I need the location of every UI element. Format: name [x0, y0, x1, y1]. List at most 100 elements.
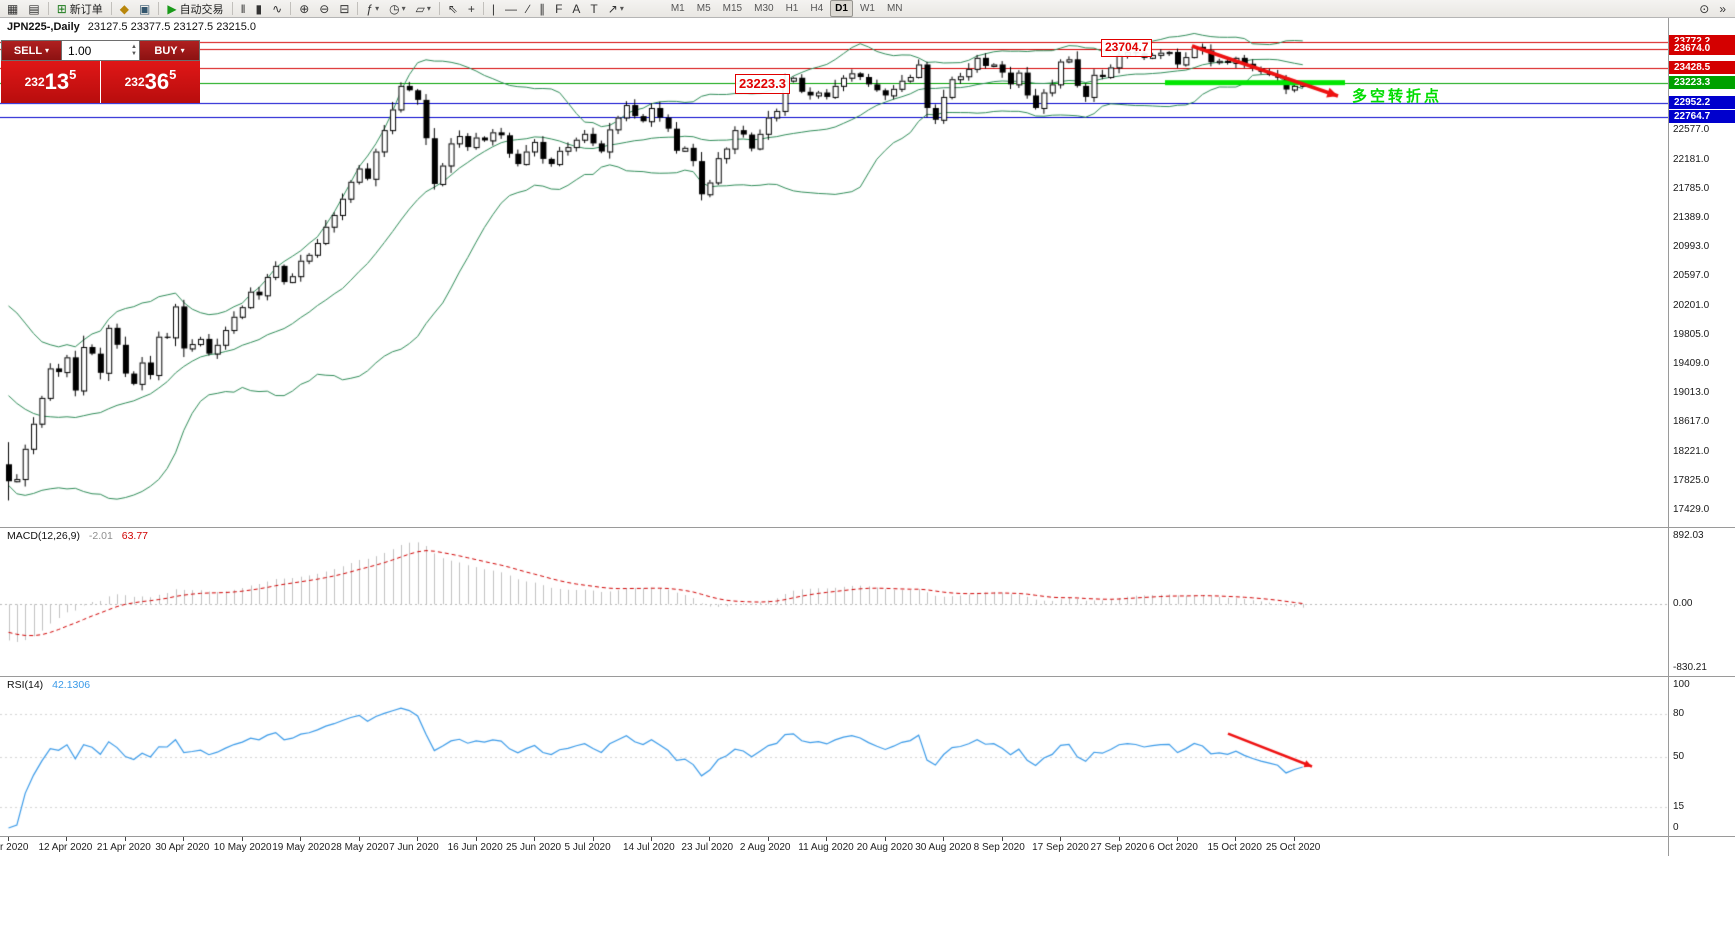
new-order-button[interactable]: ⊞ 新订单 [53, 0, 107, 18]
timeframe-button-d1[interactable]: D1 [830, 0, 853, 17]
main-chart-canvas[interactable] [0, 18, 1668, 527]
cursor-button[interactable]: ⇖ [444, 0, 462, 18]
ohlc-values: 23127.5 23377.5 23127.5 23215.0 [87, 21, 256, 33]
date-tick [1293, 837, 1295, 841]
sell-price-button[interactable]: 232 13 5 [1, 61, 100, 103]
price-axis-label: 21389.0 [1673, 211, 1710, 223]
date-label: 19 May 2020 [272, 842, 331, 853]
volume-input[interactable] [62, 41, 122, 60]
sell-button-label: SELL [13, 44, 43, 57]
cursor-icon: ⇖ [447, 1, 458, 16]
price-axis-label: 19409.0 [1673, 358, 1710, 370]
timeframe-button-h4[interactable]: H4 [810, 3, 824, 14]
indicators-icon: ƒ [366, 1, 374, 16]
sell-price-big-digits: 13 [44, 69, 70, 94]
main-macd-separator[interactable] [0, 527, 1735, 528]
vertical-line-button[interactable]: | [488, 0, 499, 18]
peak-price-annotation: 23704.7 [1101, 39, 1153, 58]
new-order-icon: ⊞ [56, 1, 67, 16]
timeframe-button-m5[interactable]: M5 [696, 3, 711, 14]
new-chart-icon: ▦ [7, 1, 19, 16]
line-chart-icon: ∿ [272, 1, 283, 16]
date-label: 20 Aug 2020 [856, 842, 913, 853]
auto-trading-icon: ▶ [167, 1, 177, 16]
chart-search-button[interactable]: ⊙ [1695, 0, 1713, 18]
price-line-tag: 22764.7 [1669, 109, 1735, 123]
date-label: 28 May 2020 [330, 842, 389, 853]
timeframe-button-m1[interactable]: M1 [670, 3, 685, 14]
dropdown-icon: ▾ [375, 4, 380, 13]
macd-panel-canvas[interactable] [0, 528, 1668, 676]
toolbar-overflow-icon: » [1719, 1, 1726, 16]
timeframe-button-h1[interactable]: H1 [785, 3, 799, 14]
macd-rsi-separator[interactable] [0, 676, 1735, 677]
date-label: 8 Sep 2020 [973, 842, 1025, 853]
bar-chart-icon: ‖ [240, 1, 246, 16]
profiles-button[interactable]: ▤ [24, 0, 43, 18]
text-button[interactable]: A [568, 0, 584, 18]
turning-point-note: 多空转折点 [1352, 87, 1443, 105]
macd-axis-label: 892.03 [1673, 529, 1704, 541]
timeframe-button-m15[interactable]: M15 [722, 3, 743, 14]
date-tick [826, 837, 828, 841]
tile-windows-button[interactable]: ⊟ [335, 0, 353, 18]
volume-decrease-button[interactable]: ▼ [131, 50, 137, 57]
fibonacci-icon: F [555, 1, 563, 16]
sell-button[interactable]: SELL ▾ [2, 41, 61, 60]
zoom-in-button[interactable]: ⊕ [295, 0, 313, 18]
date-tick [1118, 837, 1120, 841]
macd-axis-label: -830.21 [1673, 662, 1707, 674]
sell-dropdown-icon[interactable]: ▾ [45, 46, 50, 55]
timeframe-button-m30[interactable]: M30 [754, 3, 774, 14]
toolbar-separator [357, 2, 359, 15]
date-tick [534, 837, 536, 841]
horizontal-line-button[interactable]: — [501, 0, 521, 18]
fibonacci-button[interactable]: F [551, 0, 566, 18]
toolbar-separator [231, 2, 233, 15]
price-axis-label: 20993.0 [1673, 241, 1710, 253]
date-label: 2 Apr 2020 [0, 842, 29, 853]
label-button[interactable]: T [586, 0, 601, 18]
rsi-axis-label: 50 [1673, 750, 1685, 762]
indicators-button[interactable]: ƒ ▾ [362, 0, 383, 18]
line-chart-button[interactable]: ∿ [268, 0, 286, 18]
crosshair-button[interactable]: + [464, 0, 479, 18]
date-tick [241, 837, 243, 841]
rsi-name: RSI(14) [7, 679, 44, 691]
date-label: 21 Apr 2020 [96, 842, 151, 853]
new-chart-button[interactable]: ▦ [3, 0, 22, 18]
buy-price-button[interactable]: 232 36 5 [101, 61, 200, 103]
timeframe-button-mn[interactable]: MN [886, 3, 903, 14]
timeframe-button-w1[interactable]: W1 [859, 3, 875, 14]
buy-button[interactable]: BUY ▾ [140, 41, 199, 60]
date-label: 15 Oct 2020 [1207, 842, 1262, 853]
zoom-out-button[interactable]: ⊖ [315, 0, 333, 18]
date-tick [417, 837, 419, 841]
arrows-button[interactable]: ↗ ▾ [604, 0, 628, 18]
date-label: 11 Aug 2020 [798, 842, 854, 853]
date-tick [767, 837, 769, 841]
toolbar-overflow-button[interactable]: » [1715, 0, 1730, 18]
buy-dropdown-icon[interactable]: ▾ [180, 46, 185, 55]
rsi-axis-label: 100 [1673, 679, 1690, 690]
equidistant-channel-button[interactable]: ∥ [535, 0, 549, 18]
navigator-button[interactable]: ▣ [135, 0, 154, 18]
volume-increase-button[interactable]: ▲ [131, 43, 137, 50]
chart-date-axis-separator[interactable] [0, 836, 1735, 837]
text-icon: A [572, 1, 581, 16]
rsi-panel-canvas[interactable] [0, 677, 1668, 836]
candlestick-chart-button[interactable]: ▮ [252, 0, 267, 18]
periods-button[interactable]: ◷ ▾ [385, 0, 410, 18]
profiles-icon: ▤ [28, 1, 40, 16]
toolbar-separator [290, 2, 292, 15]
crosshair-icon: + [467, 1, 475, 16]
bar-chart-button[interactable]: ‖ [237, 0, 250, 18]
market-watch-button[interactable]: ◆ [116, 0, 133, 18]
auto-trading-button[interactable]: ▶ 自动交易 [163, 0, 227, 18]
buy-price-prefix: 232 [124, 75, 145, 89]
dropdown-icon: ▾ [619, 4, 624, 13]
templates-button[interactable]: ▱ ▾ [412, 0, 435, 18]
trendline-button[interactable]: ∕ [523, 0, 533, 18]
macd-name: MACD(12,26,9) [7, 530, 80, 542]
